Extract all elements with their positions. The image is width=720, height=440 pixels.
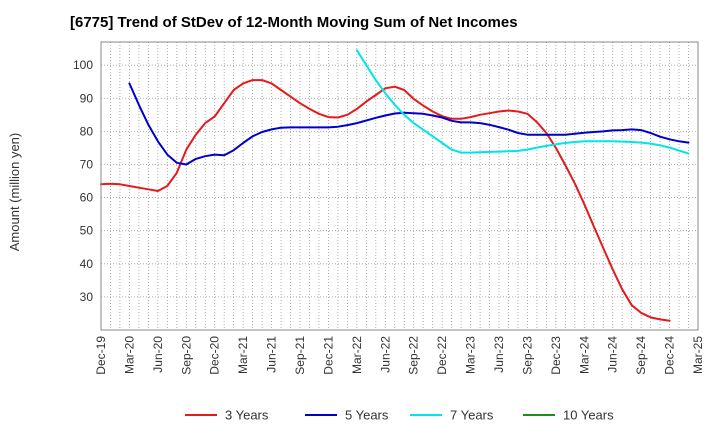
series-line-5-years	[128, 82, 690, 166]
y-tick-label: 80	[80, 124, 94, 138]
x-tick-label: Jun-24	[606, 336, 620, 373]
x-tick-label: Mar-22	[350, 336, 364, 374]
y-tick-label: 60	[80, 191, 94, 205]
x-tick-label: Jun-23	[492, 336, 506, 373]
y-tick-label: 50	[80, 224, 94, 238]
x-tick-label: Jun-21	[265, 336, 279, 373]
x-tick-label: Dec-22	[435, 336, 449, 375]
x-tick-label: Jun-20	[151, 336, 165, 373]
y-tick-label: 90	[80, 91, 94, 105]
x-tick-label: Dec-23	[549, 336, 563, 375]
legend: 3 Years 5 Years 7 Years 10 Years	[185, 408, 614, 423]
x-tick-label: Sep-20	[179, 336, 193, 375]
grid	[101, 42, 698, 330]
x-tick-label: Jun-22	[378, 336, 392, 373]
x-tick-label: Mar-20	[122, 336, 136, 374]
y-tick-label: 40	[80, 257, 94, 271]
y-tick-label: 30	[80, 290, 94, 304]
x-tick-label: Dec-20	[208, 336, 222, 375]
x-tick-label: Sep-24	[634, 336, 648, 375]
x-axis-ticks: Dec-19 Mar-20 Jun-20 Sep-20 Dec-20 Mar-21 Jun-…	[94, 336, 705, 375]
legend-label: 10 Years	[563, 408, 614, 423]
x-tick-label: Mar-24	[577, 336, 591, 374]
y-tick-label: 100	[73, 58, 93, 72]
chart-title: [6775] Trend of StDev of 12-Month Moving…	[70, 14, 518, 31]
y-tick-label: 70	[80, 157, 94, 171]
plot-frame	[100, 41, 699, 331]
x-tick-label: Dec-24	[663, 336, 677, 375]
x-tick-label: Dec-21	[321, 336, 335, 375]
x-tick-label: Dec-19	[94, 336, 108, 375]
x-tick-label: Mar-23	[464, 336, 478, 374]
legend-label: 7 Years	[450, 408, 494, 423]
x-tick-label: Sep-23	[520, 336, 534, 375]
series-line-3-years	[100, 79, 671, 322]
x-tick-label: Sep-22	[407, 336, 421, 375]
legend-label: 5 Years	[345, 408, 389, 423]
plot-lines	[100, 49, 690, 322]
y-axis-ticks: 30 40 50 60 70 80 90 100	[73, 58, 93, 304]
x-tick-label: Mar-25	[691, 336, 705, 374]
series-line-7-years	[355, 49, 690, 155]
x-tick-label: Sep-21	[293, 336, 307, 375]
y-axis-label: Amount (million yen)	[7, 133, 22, 252]
x-tick-label: Mar-21	[236, 336, 250, 374]
legend-label: 3 Years	[225, 408, 269, 423]
